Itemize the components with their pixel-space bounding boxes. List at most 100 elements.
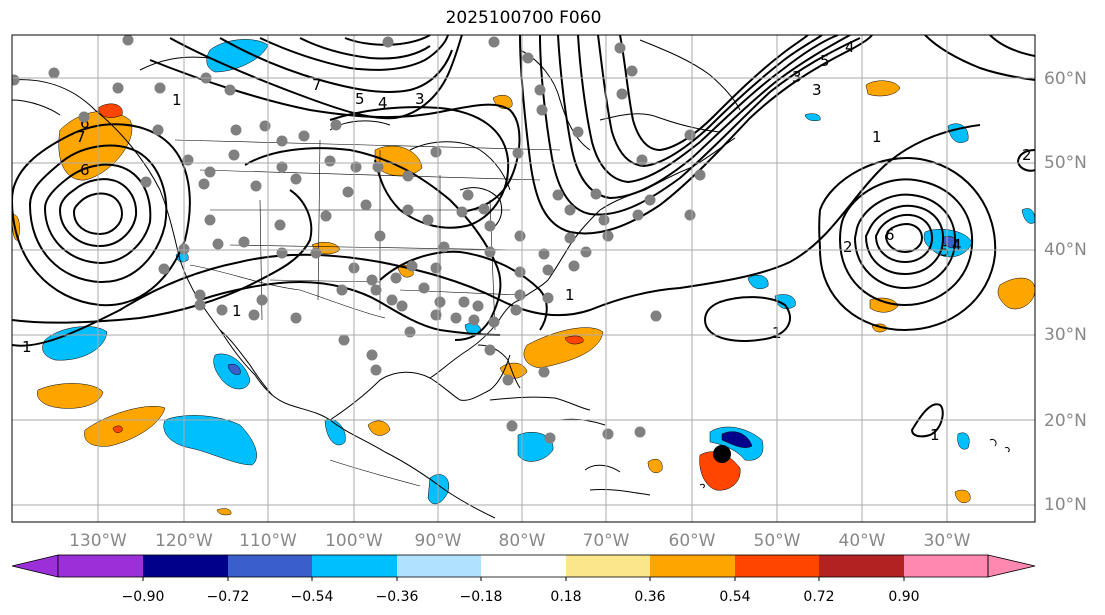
lat-label: 20°N: [1044, 411, 1087, 431]
station-dot: [438, 241, 450, 253]
contour-label: 7: [76, 128, 86, 146]
station-dot: [194, 299, 206, 311]
station-dot: [204, 166, 216, 178]
station-dot: [512, 147, 524, 159]
colorbar-segment: [735, 555, 819, 577]
station-dot: [382, 36, 394, 48]
station-dot: [472, 300, 484, 312]
station-dot: [342, 186, 354, 198]
station-dot: [250, 180, 262, 192]
colorbar-tick-label: 0.54: [719, 589, 750, 605]
anomaly-patch: [367, 420, 391, 436]
anomaly-patch: [564, 335, 584, 345]
colorbar-segment: [650, 555, 735, 577]
colorbar-segment: [312, 555, 397, 577]
anomaly-patch: [523, 327, 604, 369]
station-dot: [152, 124, 164, 136]
lat-label: 10°N: [1044, 495, 1087, 515]
colorbar-extend-low: [11, 554, 59, 578]
station-dot: [534, 84, 546, 96]
colorbar-tick-label: 0.72: [803, 589, 834, 605]
lat-label: 50°N: [1044, 153, 1087, 173]
station-dot: [644, 194, 656, 206]
station-dot: [338, 334, 350, 346]
station-dot: [78, 111, 90, 123]
colorbar-tick-label: −0.72: [207, 589, 250, 605]
station-dot: [198, 178, 210, 190]
station-dot: [488, 36, 500, 48]
station-dot: [564, 232, 576, 244]
station-dot: [502, 374, 514, 386]
anomaly-patch: [112, 425, 123, 433]
station-dot: [336, 284, 348, 296]
station-dot: [598, 214, 610, 226]
colorbar-labels: −0.90 −0.72 −0.54 −0.36 −0.18 0.18 0.36 …: [122, 589, 920, 605]
station-dot: [396, 300, 408, 312]
station-dot: [12, 74, 20, 86]
contour-label: 1: [930, 426, 940, 444]
station-dot: [564, 204, 576, 216]
station-dot: [514, 266, 526, 278]
lon-label: 60°W: [669, 531, 716, 551]
station-dot: [538, 248, 550, 260]
station-dot: [430, 262, 442, 274]
longitude-labels: 130°W 120°W 110°W 100°W 90°W 80°W 70°W 6…: [69, 531, 971, 551]
station-dot: [506, 420, 518, 432]
lon-label: 100°W: [325, 531, 383, 551]
colorbar-tick-label: −0.90: [122, 589, 165, 605]
anomaly-patch: [804, 113, 821, 122]
colorbar-segment: [228, 555, 312, 577]
station-dot: [488, 316, 500, 328]
contour-label: 5: [355, 90, 365, 108]
station-dot: [616, 88, 628, 100]
station-dot: [650, 310, 662, 322]
contour-label: 7: [312, 76, 322, 94]
lon-label: 120°W: [155, 531, 213, 551]
station-dot: [230, 124, 242, 136]
station-dot: [372, 161, 384, 173]
station-dot: [552, 189, 564, 201]
lon-label: 90°W: [415, 531, 462, 551]
anomaly-patch: [774, 294, 796, 309]
colorbar-frame: [57, 554, 989, 578]
colorbar: [11, 554, 1036, 581]
station-dot: [212, 238, 224, 250]
station-dot: [390, 272, 402, 284]
contour-label: 3: [415, 90, 425, 108]
anomaly-patch: [647, 459, 663, 473]
station-dot: [276, 135, 288, 147]
contour-label: 1: [565, 286, 575, 304]
station-dot: [298, 130, 310, 142]
anomaly-patch: [374, 145, 423, 177]
station-dot: [194, 289, 206, 301]
anomaly-patch: [97, 103, 123, 118]
station-dot: [636, 154, 648, 166]
lon-label: 30°W: [924, 531, 971, 551]
colorbar-segment: [58, 555, 143, 577]
lon-label: 80°W: [499, 531, 546, 551]
contour-label: 4: [952, 236, 962, 254]
anomaly-patch: [997, 277, 1035, 310]
contour-label: 1: [22, 338, 32, 356]
lat-label: 60°N: [1044, 69, 1087, 89]
station-dot: [290, 173, 302, 185]
anomaly-patch: [227, 364, 241, 375]
map-title: 2025100700 F060: [445, 8, 602, 28]
station-dot: [370, 284, 382, 296]
contour-label: 3: [812, 81, 822, 99]
colorbar-segment: [819, 555, 904, 577]
station-dot: [580, 246, 592, 258]
station-dot: [430, 309, 442, 321]
station-dot: [256, 294, 268, 306]
gridlines: [12, 35, 1035, 522]
station-dot: [224, 84, 236, 96]
station-dot: [248, 309, 260, 321]
colorbar-tick-label: −0.18: [460, 589, 503, 605]
station-dot: [632, 209, 644, 221]
station-dot: [538, 366, 550, 378]
station-dot: [290, 312, 302, 324]
contour-label: 5: [940, 242, 950, 260]
station-dot: [310, 247, 322, 259]
anomaly-patch: [865, 80, 901, 97]
station-dot: [418, 282, 430, 294]
